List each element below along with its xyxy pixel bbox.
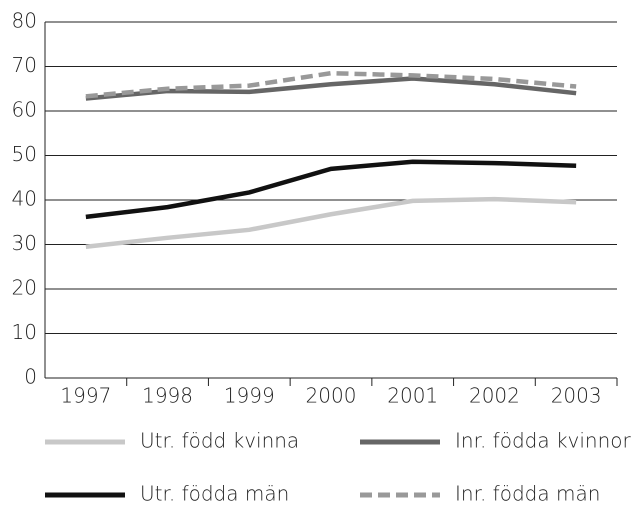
line-series bbox=[85, 159, 577, 220]
y-tick-label: 20 bbox=[12, 276, 37, 300]
x-tick-label: 1999 bbox=[224, 384, 275, 408]
legend-label: Inr. födda män bbox=[455, 482, 600, 506]
line-series bbox=[85, 70, 577, 99]
y-tick-label: 0 bbox=[24, 365, 37, 389]
x-tick-label: 1997 bbox=[60, 384, 111, 408]
x-tick-label: 1998 bbox=[142, 384, 193, 408]
y-tick-label: 10 bbox=[12, 320, 37, 344]
line-series bbox=[85, 196, 577, 249]
y-tick-label: 50 bbox=[12, 142, 37, 166]
y-tick-label: 80 bbox=[12, 9, 37, 33]
y-tick-label: 40 bbox=[12, 187, 37, 211]
legend-label: Utr. född kvinna bbox=[140, 429, 299, 453]
y-tick-label: 70 bbox=[12, 53, 37, 77]
x-tick-label: 2000 bbox=[306, 384, 357, 408]
legend-label: Utr. födda män bbox=[140, 482, 289, 506]
y-tick-label: 60 bbox=[12, 98, 37, 122]
legend-label: Inr. födda kvinnor bbox=[455, 429, 632, 453]
x-tick-label: 2001 bbox=[387, 384, 438, 408]
x-tick-label: 2003 bbox=[551, 384, 602, 408]
y-tick-label: 30 bbox=[12, 231, 37, 255]
x-tick-label: 2002 bbox=[469, 384, 520, 408]
